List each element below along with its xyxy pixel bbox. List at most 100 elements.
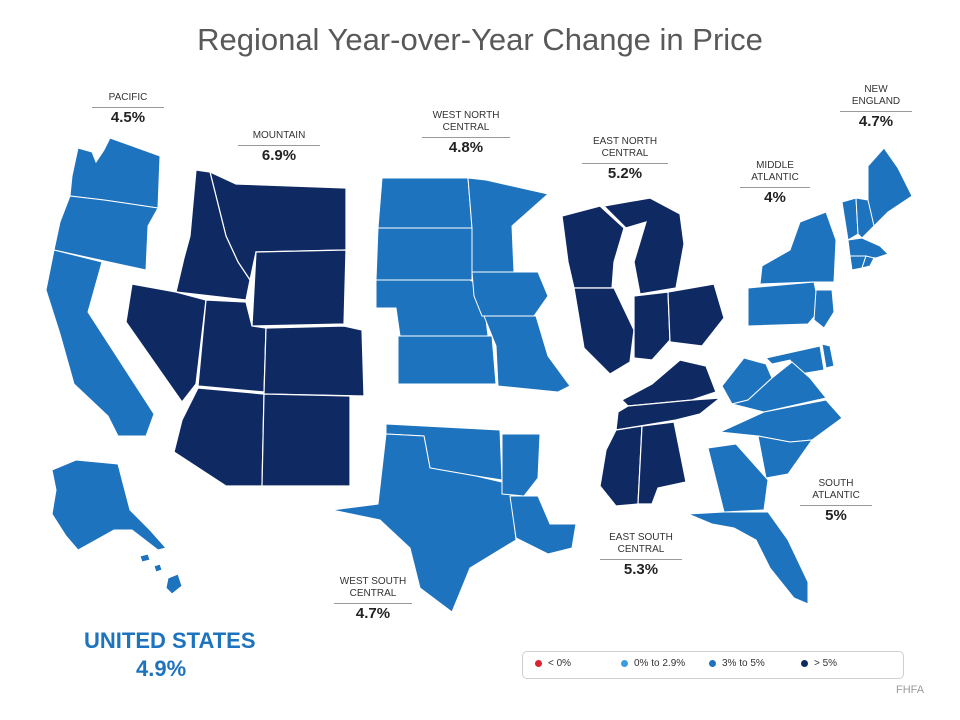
- legend-label-mid: 3% to 5%: [722, 658, 765, 669]
- state-delaware: [821, 343, 835, 369]
- state-colorado: [263, 325, 365, 397]
- region-mountain: [125, 169, 365, 487]
- state-massachusetts: [847, 237, 889, 259]
- state-idaho: [175, 169, 251, 301]
- label-enc-name-line2: CENTRAL: [601, 148, 649, 159]
- region-west-south-central: [331, 423, 577, 613]
- legend-label-low: 0% to 2.9%: [634, 658, 686, 669]
- state-new-jersey: [813, 289, 835, 329]
- state-texas: [331, 433, 517, 613]
- state-new-hampshire: [855, 197, 875, 239]
- state-maine: [867, 147, 913, 227]
- state-minnesota: [467, 177, 550, 273]
- label-ma-value: 4%: [764, 189, 786, 206]
- state-georgia: [707, 443, 769, 513]
- legend-item-negative: < 0%: [535, 658, 571, 669]
- source-label: FHFA: [896, 684, 925, 696]
- label-south-atlantic: SOUTH ATLANTIC 5%: [800, 478, 872, 524]
- label-new-england: NEW ENGLAND 4.7%: [840, 84, 912, 130]
- state-louisiana: [509, 495, 577, 555]
- state-north-dakota: [377, 177, 473, 229]
- label-esc-name-line2: CENTRAL: [617, 544, 665, 555]
- region-south-atlantic: [687, 343, 843, 605]
- state-alabama: [637, 421, 687, 505]
- label-east-south-central: EAST SOUTH CENTRAL 5.3%: [600, 532, 682, 578]
- label-mountain-value: 6.9%: [261, 147, 297, 164]
- state-illinois: [573, 287, 635, 375]
- state-new-mexico: [261, 393, 351, 487]
- region-west-north-central: [375, 177, 571, 393]
- label-pacific: PACIFIC 4.5%: [92, 92, 164, 126]
- map-title: Regional Year-over-Year Change in Price: [197, 22, 763, 57]
- region-east-north-central: [561, 197, 725, 375]
- label-ne-value: 4.7%: [858, 113, 894, 130]
- national-value: 4.9%: [136, 656, 187, 681]
- state-south-dakota: [375, 227, 473, 281]
- legend-item-high: > 5%: [801, 658, 837, 669]
- region-pacific: [45, 137, 183, 595]
- state-nevada: [125, 283, 207, 404]
- state-alaska: [51, 459, 167, 551]
- state-florida: [687, 511, 809, 605]
- state-ohio: [667, 283, 725, 347]
- region-new-england: [841, 147, 913, 271]
- label-wsc-name-line2: CENTRAL: [349, 588, 397, 599]
- label-ne-name-line2: ENGLAND: [851, 96, 901, 107]
- label-esc-name-line1: EAST SOUTH: [609, 532, 673, 543]
- legend-label-high: > 5%: [814, 658, 838, 669]
- state-wyoming: [251, 249, 347, 327]
- legend-dot-mid-icon: [709, 660, 716, 667]
- label-wnc-name-line2: CENTRAL: [442, 122, 490, 133]
- legend-item-low: 0% to 2.9%: [621, 658, 685, 669]
- state-south-carolina: [757, 435, 814, 479]
- region-middle-atlantic: [747, 211, 837, 329]
- state-pennsylvania: [747, 281, 821, 327]
- state-mississippi: [599, 425, 643, 507]
- state-vermont: [841, 197, 859, 241]
- state-california: [45, 249, 155, 437]
- label-ma-name-line2: ATLANTIC: [751, 172, 799, 183]
- region-east-south-central: [599, 359, 722, 507]
- label-wnc-value: 4.8%: [448, 139, 484, 156]
- legend-dot-high-icon: [801, 660, 808, 667]
- label-enc-value: 5.2%: [607, 165, 643, 182]
- state-arkansas: [501, 433, 541, 497]
- label-middle-atlantic: MIDDLE ATLANTIC 4%: [740, 160, 810, 206]
- label-pacific-name: PACIFIC: [108, 92, 148, 103]
- state-rhode-island: [861, 255, 875, 269]
- label-enc-name-line1: EAST NORTH: [592, 136, 658, 147]
- legend-dot-negative-icon: [535, 660, 542, 667]
- state-wisconsin: [561, 205, 625, 289]
- label-wsc-value: 4.7%: [355, 605, 391, 622]
- label-mountain: MOUNTAIN 6.9%: [238, 130, 320, 164]
- state-oregon: [53, 195, 159, 271]
- national-label: UNITED STATES: [84, 628, 256, 653]
- label-mountain-name: MOUNTAIN: [252, 130, 306, 141]
- state-michigan: [602, 197, 685, 295]
- state-washington: [69, 137, 161, 209]
- state-nebraska: [375, 279, 489, 337]
- label-west-north-central: WEST NORTH CENTRAL 4.8%: [422, 110, 510, 156]
- label-wsc-name-line1: WEST SOUTH: [339, 576, 407, 587]
- label-wnc-name-line1: WEST NORTH: [432, 110, 500, 121]
- label-sa-name-line2: ATLANTIC: [812, 490, 860, 501]
- label-east-north-central: EAST NORTH CENTRAL 5.2%: [582, 136, 668, 182]
- state-missouri: [483, 315, 571, 393]
- state-new-york: [759, 211, 837, 285]
- legend-item-mid: 3% to 5%: [709, 658, 765, 669]
- state-hawaii: [139, 553, 183, 595]
- map-legend: < 0% 0% to 2.9% 3% to 5% > 5%: [522, 651, 904, 679]
- state-indiana: [633, 291, 671, 361]
- state-iowa: [471, 271, 549, 317]
- legend-label-negative: < 0%: [548, 658, 572, 669]
- state-kansas: [397, 335, 497, 385]
- label-esc-value: 5.3%: [623, 561, 659, 578]
- label-pacific-value: 4.5%: [110, 109, 146, 126]
- state-arizona: [173, 387, 265, 487]
- label-sa-value: 5%: [825, 507, 847, 524]
- label-ma-name-line1: MIDDLE: [756, 160, 794, 171]
- label-west-south-central: WEST SOUTH CENTRAL 4.7%: [334, 576, 412, 622]
- legend-dot-low-icon: [621, 660, 628, 667]
- label-sa-name-line1: SOUTH: [818, 478, 854, 489]
